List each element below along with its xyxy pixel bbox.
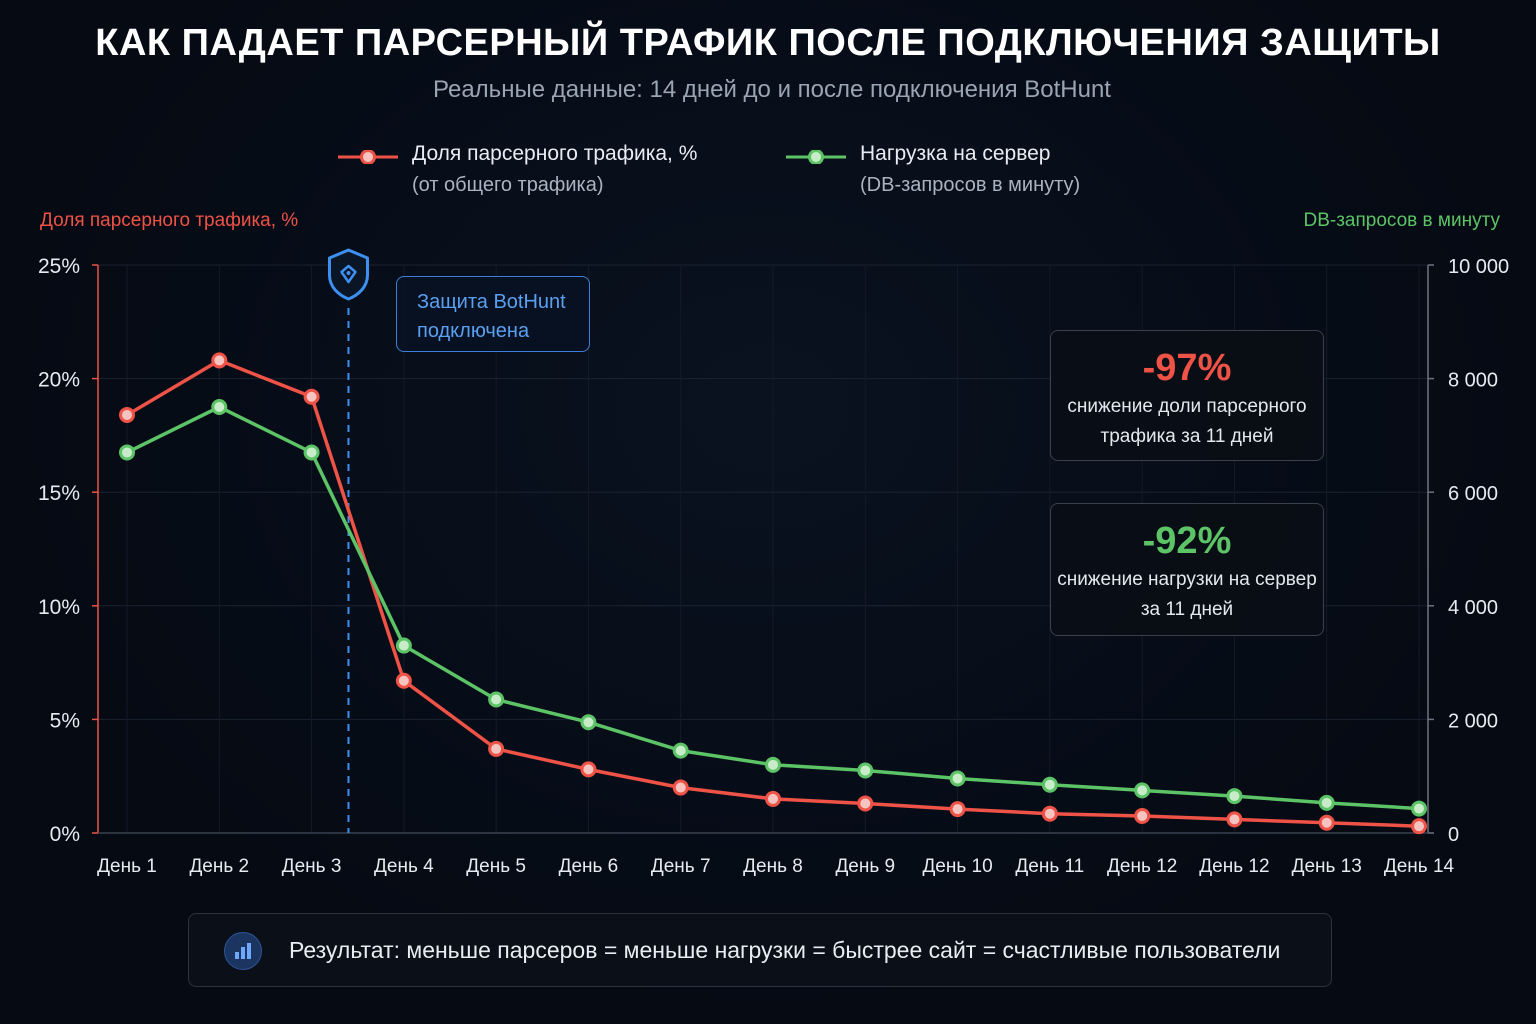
data-point-1 <box>1041 776 1058 793</box>
x-tick-label: День 12 <box>1107 856 1177 877</box>
callout-parser-drop: -97% снижение доли парсерного трафика за… <box>1050 330 1324 461</box>
y-right-tick-label: 4 000 <box>1448 597 1498 619</box>
y-right-tick-label: 6 000 <box>1448 483 1498 505</box>
data-point-1 <box>119 444 135 461</box>
legend-label: Доля парсерного трафика, % <box>412 142 698 165</box>
chart-labels: 0% 0 5% 2 000 10% 4 000 15% 6 000 20% 8 000 25% 10 … <box>38 255 1509 877</box>
x-tick-label: День 9 <box>835 856 895 877</box>
x-tick-label: День 3 <box>282 856 342 877</box>
protection-annotation: Защита BotHunt подключена <box>396 276 590 352</box>
page-subtitle: Реальные данные: 14 дней до и после подк… <box>433 76 1111 103</box>
data-point-0 <box>395 672 412 689</box>
y-left-tick-label: 15% <box>38 482 80 505</box>
x-tick-label: День 5 <box>466 856 526 877</box>
x-tick-label: День 12 <box>1199 856 1269 877</box>
data-point-1 <box>1411 800 1427 817</box>
y-axis-left-title: Доля парсерного трафика, % <box>40 210 299 231</box>
x-tick-label: День 11 <box>1015 856 1084 877</box>
legend-marker-green <box>786 150 846 164</box>
callout-desc-line1: снижение доли парсерного <box>1067 396 1307 417</box>
y-left-tick-label: 0% <box>50 823 80 846</box>
result-text: Результат: меньше парсеров = меньше нагр… <box>289 937 1281 963</box>
data-point-1 <box>395 637 412 654</box>
data-point-1 <box>857 762 874 779</box>
data-point-0 <box>211 352 228 369</box>
callout-desc-line2: за 11 дней <box>1140 599 1234 620</box>
protection-text-line1: Защита BotHunt <box>417 291 566 313</box>
data-point-1 <box>672 742 689 759</box>
protection-marker <box>327 248 369 833</box>
data-point-0 <box>765 790 781 807</box>
chart-axes <box>92 264 1434 834</box>
legend-sublabel: (DB-запросов в минуту) <box>860 174 1081 196</box>
bar-chart-icon <box>224 932 262 970</box>
data-point-0 <box>488 740 505 757</box>
data-point-1 <box>488 691 505 708</box>
data-point-0 <box>949 801 966 818</box>
page-title: КАК ПАДАЕТ ПАРСЕРНЫЙ ТРАФИК ПОСЛЕ ПОДКЛЮ… <box>95 22 1441 64</box>
data-point-1 <box>765 756 781 773</box>
data-point-0 <box>119 406 135 423</box>
data-point-0 <box>1041 805 1058 822</box>
legend-label: Нагрузка на сервер <box>860 142 1051 165</box>
callout-description: снижение нагрузки на сервер за 11 дней <box>1051 565 1323 625</box>
data-point-0 <box>857 795 874 812</box>
result-banner: Результат: меньше парсеров = меньше нагр… <box>188 913 1332 987</box>
callout-load-drop: -92% снижение нагрузки на сервер за 11 д… <box>1050 503 1324 636</box>
callout-value: -92% <box>1142 520 1232 562</box>
y-right-tick-label: 2 000 <box>1448 710 1498 732</box>
y-axis-right-title: DB-запросов в минуту <box>1303 210 1500 231</box>
data-point-1 <box>303 444 320 461</box>
data-point-0 <box>1318 814 1335 831</box>
x-tick-label: День 10 <box>922 856 992 877</box>
data-point-1 <box>949 770 966 787</box>
x-tick-label: День 14 <box>1384 856 1455 877</box>
chart-legend: Доля парсерного трафика, % (от общего тр… <box>0 140 1536 210</box>
x-tick-label: День 7 <box>651 856 711 877</box>
x-tick-label: День 1 <box>97 856 157 877</box>
data-point-0 <box>672 779 689 796</box>
data-point-0 <box>1411 818 1427 835</box>
callout-desc-line1: снижение нагрузки на сервер <box>1057 569 1317 590</box>
callout-value: -97% <box>1142 347 1232 389</box>
y-right-tick-label: 0 <box>1448 824 1459 846</box>
y-left-tick-label: 25% <box>38 255 80 278</box>
data-point-1 <box>1226 788 1243 805</box>
y-left-tick-label: 20% <box>38 369 80 392</box>
data-point-0 <box>1134 807 1151 824</box>
protection-text-line2: подключена <box>417 320 530 342</box>
callout-description: снижение доли парсерного трафика за 11 д… <box>1051 392 1323 452</box>
y-right-tick-label: 10 000 <box>1448 256 1509 278</box>
x-tick-label: День 13 <box>1292 856 1362 877</box>
x-tick-label: День 6 <box>559 856 619 877</box>
chart-series <box>119 352 1427 835</box>
y-left-tick-label: 10% <box>38 596 80 619</box>
shield-icon <box>327 248 369 301</box>
shield-dot <box>346 271 351 275</box>
data-point-0 <box>1226 811 1243 828</box>
x-tick-label: День 4 <box>374 856 434 877</box>
data-point-1 <box>211 399 228 415</box>
data-point-1 <box>1318 794 1335 811</box>
y-left-tick-label: 5% <box>50 709 80 732</box>
x-tick-label: День 8 <box>743 856 803 877</box>
legend-marker-red <box>338 150 398 164</box>
data-point-1 <box>1134 782 1151 799</box>
y-right-tick-label: 8 000 <box>1448 370 1498 392</box>
data-point-1 <box>580 714 597 731</box>
data-point-0 <box>303 388 320 405</box>
callout-desc-line2: трафика за 11 дней <box>1100 426 1274 447</box>
data-point-0 <box>580 761 597 778</box>
shield-emblem <box>340 264 357 284</box>
legend-sublabel: (от общего трафика) <box>412 174 604 196</box>
x-tick-label: День 2 <box>189 856 249 877</box>
